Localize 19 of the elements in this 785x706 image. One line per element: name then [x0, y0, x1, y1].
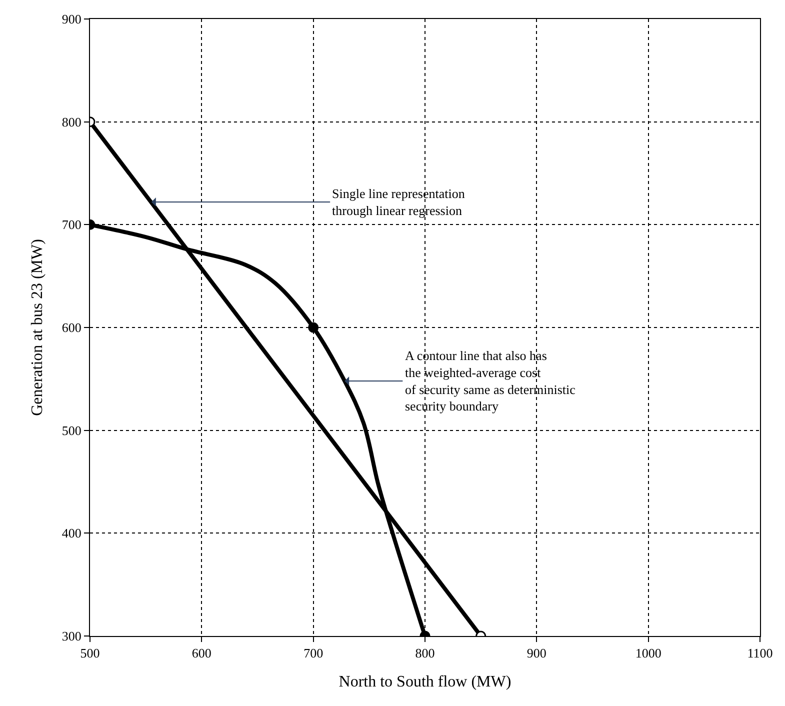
x-axis-title: North to South flow (MW)	[338, 673, 512, 690]
annotation: A contour line that also has the weighted-average cost of security same as deterministic security boundary	[405, 348, 576, 414]
x-tick-label: 900	[526, 646, 546, 661]
y-tick-label: 400	[62, 526, 82, 541]
annotation: Single line representation through linear regression	[332, 186, 466, 218]
x-tick-label: 600	[192, 646, 212, 661]
y-tick-label: 300	[62, 628, 82, 644]
x-tick-label: 800	[415, 646, 435, 661]
x-tick-label: 700	[304, 646, 324, 661]
y-axis-title: Generation at bus 23 (MW)	[28, 239, 46, 416]
x-tick-label: 1000	[635, 646, 662, 661]
y-tick-label: 800	[62, 114, 82, 130]
point	[308, 322, 319, 333]
y-tick-label: 900	[62, 12, 82, 27]
x-tick-label: 1100	[747, 646, 773, 661]
y-tick-label: 700	[62, 217, 82, 232]
x-tick-label: 500	[80, 646, 100, 661]
y-tick-label: 600	[62, 320, 82, 336]
y-tick-label: 500	[62, 422, 82, 438]
